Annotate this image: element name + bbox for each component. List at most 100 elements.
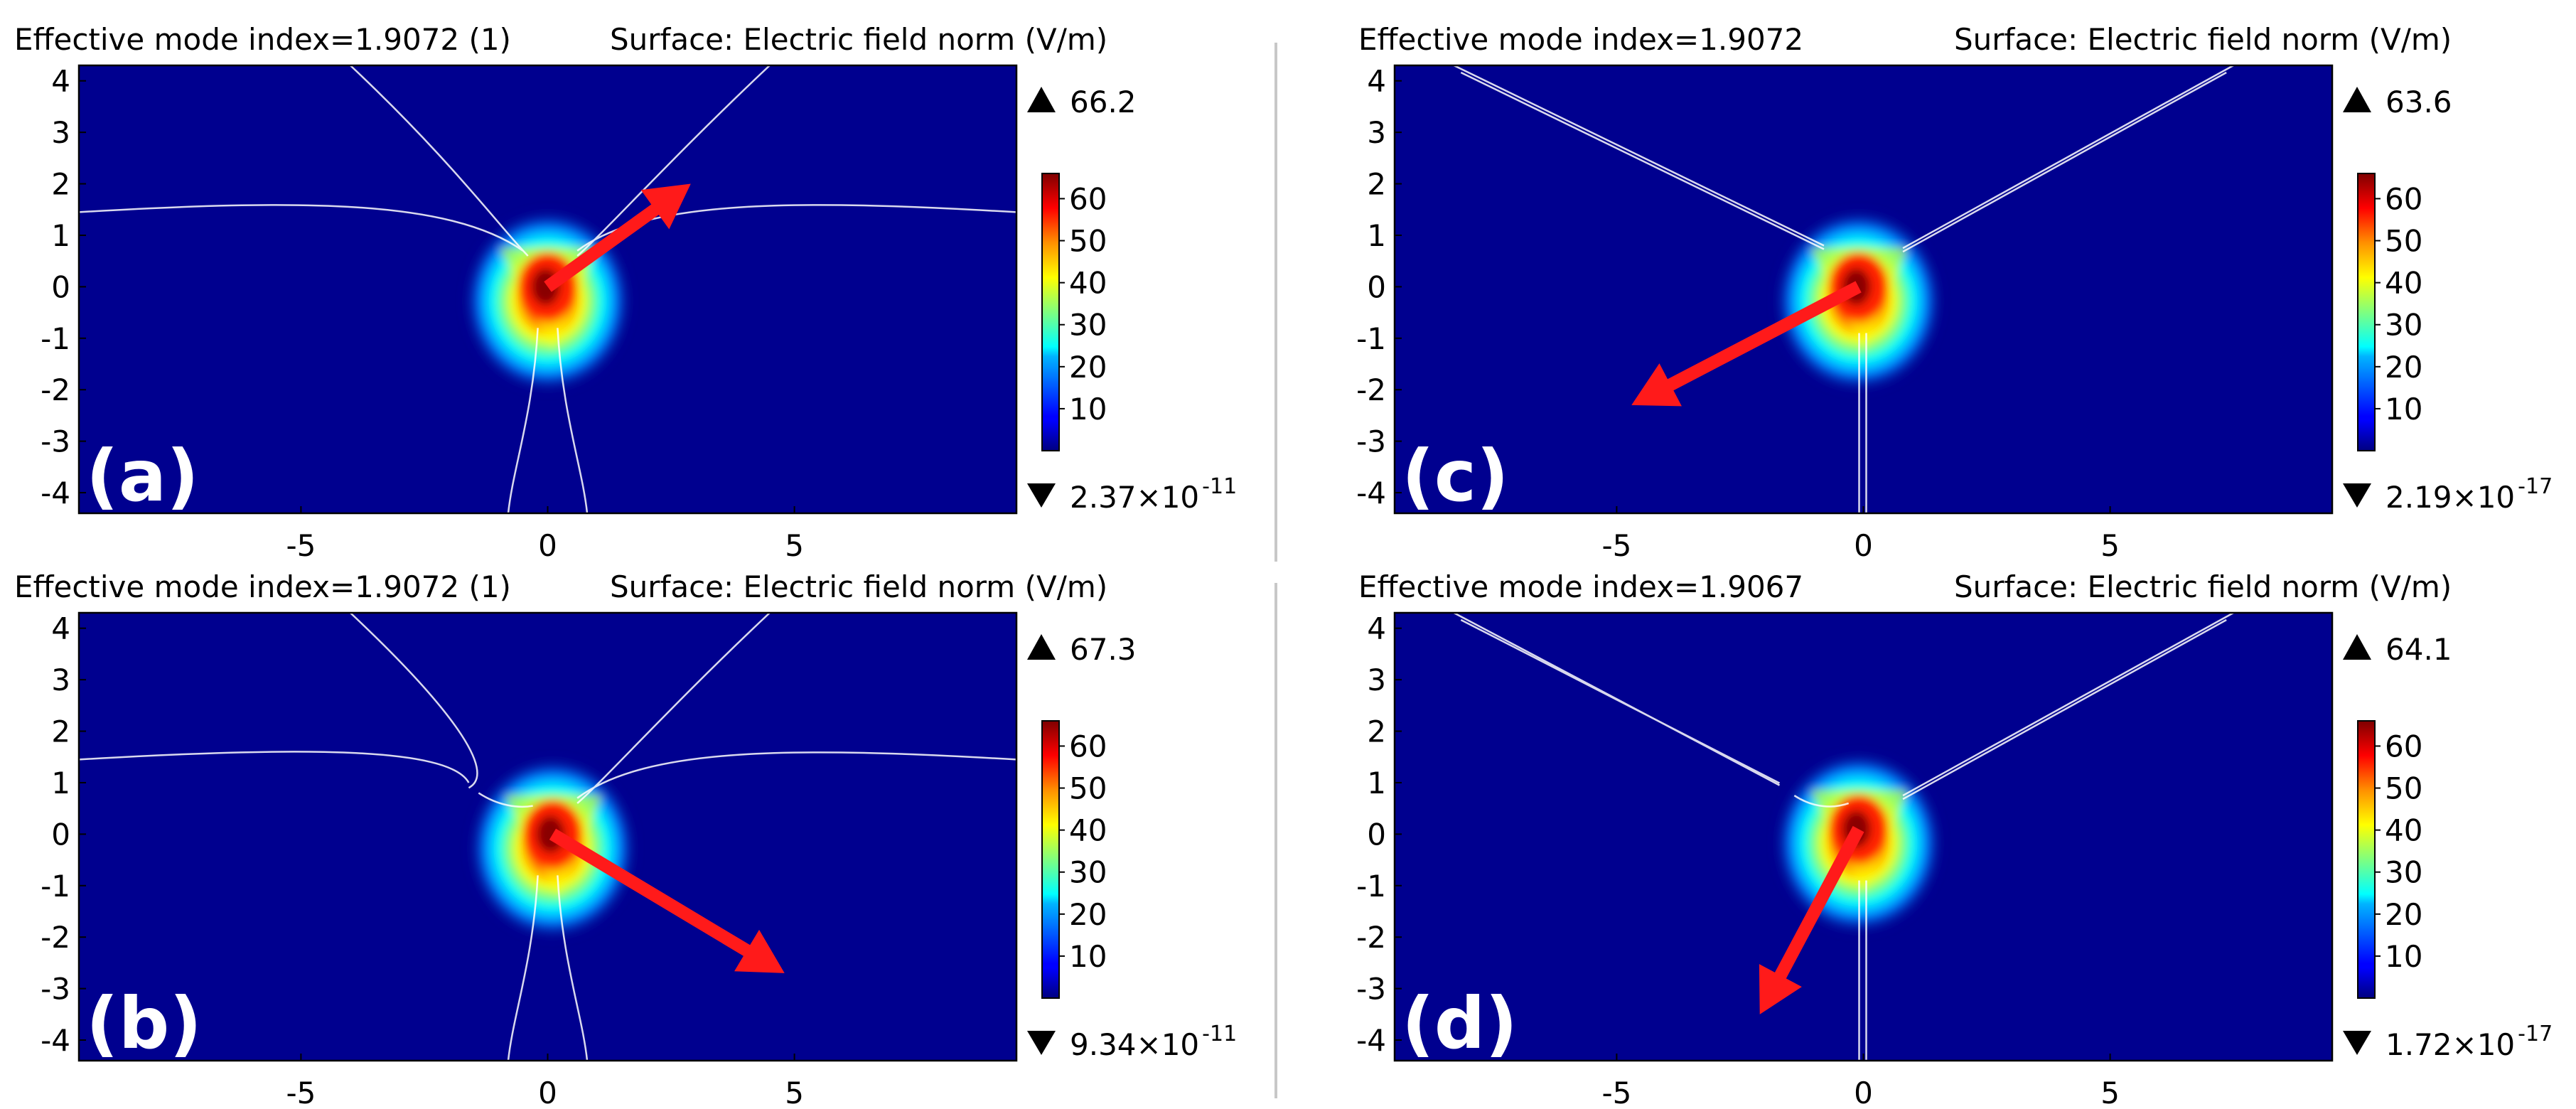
- y-tick-label: -4: [41, 476, 70, 510]
- colorbar-tick-label: 10: [2385, 392, 2422, 427]
- polarization-arrow: [544, 183, 691, 292]
- hole-boundary-left: [79, 751, 470, 783]
- colorbar-min-label: 2.37×10: [1070, 480, 1199, 515]
- plot-area: [79, 613, 1016, 1061]
- x-tick-label: 0: [538, 1076, 557, 1109]
- y-tick-label: 4: [1367, 611, 1386, 646]
- colorbar-min-triangle-icon: [1027, 483, 1056, 508]
- x-tick-label: 0: [1854, 528, 1873, 563]
- y-tick-label: 2: [1367, 714, 1386, 749]
- colorbar-min-exponent: -11: [1202, 474, 1237, 499]
- hole-boundary-gap-segment: [478, 792, 533, 808]
- panel-letter: (b): [86, 982, 202, 1065]
- y-tick-label: -3: [1356, 972, 1386, 1007]
- colorbar-tick-label: 60: [1069, 729, 1107, 764]
- colorbar-tick-label: 60: [2385, 729, 2422, 764]
- y-tick-label: 3: [51, 663, 70, 697]
- y-tick-label: -2: [41, 373, 70, 407]
- strut-upper-left-0: [1453, 65, 1825, 247]
- colorbar-tick-label: 10: [1069, 392, 1107, 427]
- y-tick-label: 1: [51, 218, 70, 253]
- colorbar-tick-label: 30: [1069, 855, 1107, 890]
- strut-gap-segment: [1793, 795, 1850, 808]
- panel-letter: (a): [86, 434, 199, 518]
- hole-boundary-bottom-right: [557, 875, 589, 1061]
- hole-boundary-right-upper: [576, 65, 771, 257]
- strut-upper-right-0: [1902, 65, 2234, 250]
- colorbar-tick-label: 50: [1069, 771, 1107, 806]
- colorbar-tick-label: 30: [2385, 855, 2422, 890]
- y-tick-label: -3: [41, 424, 70, 459]
- hole-boundary-right: [576, 751, 1016, 799]
- panel-c: Effective mode index=1.9072 Surface: Elec…: [1356, 22, 2553, 563]
- y-tick-label: 0: [1367, 269, 1386, 304]
- plot-title-surface: Surface: Electric field norm (V/m): [610, 569, 1107, 604]
- x-tick-label: 5: [2100, 1076, 2120, 1109]
- y-tick-label: -4: [1356, 476, 1386, 510]
- colorbar-tick-label: 60: [1069, 181, 1107, 216]
- polarization-arrow-shape: [1631, 281, 1862, 407]
- colorbar-tick-label: 40: [2385, 266, 2422, 301]
- colorbar-tick-label: 40: [2385, 813, 2422, 848]
- colorbar-max-triangle-icon: [1027, 87, 1056, 112]
- colorbar: [2357, 720, 2376, 999]
- colorbar-min-triangle-icon: [1027, 1031, 1056, 1055]
- plot-title-mode-index: Effective mode index=1.9067: [1358, 569, 1803, 604]
- plot-title-surface: Surface: Electric field norm (V/m): [1954, 22, 2452, 57]
- colorbar-tick-label: 10: [2385, 939, 2422, 974]
- x-tick-label: 5: [785, 528, 804, 563]
- colorbar-max-triangle-icon: [2343, 634, 2371, 660]
- colorbar-tick-label: 20: [1069, 897, 1107, 932]
- polarization-arrow-shape: [544, 183, 691, 292]
- hole-boundary-left: [79, 204, 524, 252]
- x-tick-label: 5: [785, 1076, 804, 1109]
- x-tick-label: -5: [286, 1076, 316, 1109]
- colorbar-min-label: 9.34×10: [1070, 1027, 1199, 1062]
- y-tick-label: 2: [1367, 167, 1386, 202]
- colorbar-tick-label: 60: [2385, 181, 2422, 216]
- panel-a: Effective mode index=1.9072 (1) Surface: …: [14, 22, 1237, 563]
- waveguide-geometry: [1453, 613, 2234, 1061]
- colorbar-max-label: 66.2: [1070, 85, 1137, 119]
- plot-title-mode-index: Effective mode index=1.9072 (1): [14, 22, 511, 57]
- y-tick-label: 3: [1367, 115, 1386, 150]
- plot-title-mode-index: Effective mode index=1.9072 (1): [14, 569, 511, 604]
- y-tick-label: -3: [41, 972, 70, 1007]
- y-tick-label: -1: [1356, 321, 1386, 356]
- y-tick-label: 1: [1367, 218, 1386, 253]
- y-tick-label: 0: [51, 817, 70, 852]
- panel-d: Effective mode index=1.9067 Surface: Elec…: [1356, 569, 2553, 1109]
- strut-upper-left-1: [1460, 618, 1781, 784]
- hole-boundary-left-upper: [349, 65, 529, 257]
- panel-letter: (d): [1402, 982, 1518, 1065]
- hole-boundary-bottom-left: [507, 328, 539, 513]
- colorbar-min-triangle-icon: [2343, 1031, 2371, 1055]
- y-tick-label: -3: [1356, 424, 1386, 459]
- colorbar-tick-label: 30: [2385, 308, 2422, 343]
- y-tick-label: 2: [51, 714, 70, 749]
- plot-title-mode-index: Effective mode index=1.9072: [1358, 22, 1803, 57]
- colorbar-tick-label: 50: [2385, 224, 2422, 259]
- polarization-arrow-shape: [549, 828, 785, 973]
- y-tick-label: 4: [51, 64, 70, 99]
- colorbar-max-label: 64.1: [2386, 632, 2452, 667]
- panel-b: Effective mode index=1.9072 (1) Surface: …: [14, 569, 1237, 1109]
- hole-boundary-bottom-left: [507, 875, 539, 1061]
- hole-boundary-right-upper: [576, 613, 771, 804]
- colorbar-tick-label: 40: [1069, 266, 1107, 301]
- y-tick-label: 0: [1367, 817, 1386, 852]
- field-hotspot: [467, 756, 638, 941]
- strut-upper-left-1: [1460, 71, 1825, 250]
- colorbar-tick-label: 30: [1069, 308, 1107, 343]
- colorbar-tick-label: 50: [2385, 771, 2422, 806]
- strut-upper-right-1: [1902, 618, 2227, 800]
- panels: Effective mode index=1.9072 (1) Surface: …: [14, 22, 2553, 1109]
- waveguide-geometry: [1453, 65, 2234, 513]
- x-tick-label: 0: [538, 528, 557, 563]
- y-tick-label: 0: [51, 269, 70, 304]
- y-tick-label: 1: [51, 766, 70, 800]
- y-tick-label: 4: [51, 611, 70, 646]
- colorbar-min-exponent: -17: [2518, 1022, 2553, 1046]
- hole-boundary-right: [576, 204, 1016, 252]
- colorbar-max-label: 63.6: [2386, 85, 2452, 119]
